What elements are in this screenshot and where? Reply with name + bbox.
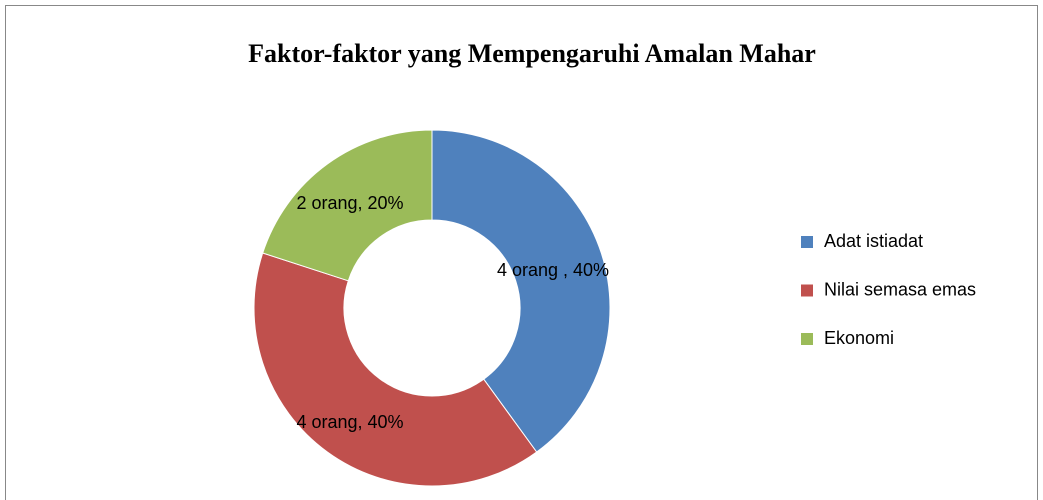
data-label: 4 orang, 40% <box>296 412 403 432</box>
legend-swatch <box>801 333 813 345</box>
donut-slice <box>253 252 538 487</box>
legend-label: Ekonomi <box>824 328 894 348</box>
legend-label: Adat istiadat <box>824 231 923 251</box>
legend-swatch <box>801 236 813 248</box>
legend-swatch <box>801 284 813 297</box>
donut-slice <box>431 129 611 453</box>
chart-title: Faktor-faktor yang Mempengaruhi Amalan M… <box>248 39 816 68</box>
data-label: 4 orang , 40% <box>497 260 609 280</box>
donut-slice <box>262 129 433 282</box>
legend-label: Nilai semasa emas <box>824 279 976 299</box>
data-label: 2 orang, 20% <box>296 193 403 213</box>
